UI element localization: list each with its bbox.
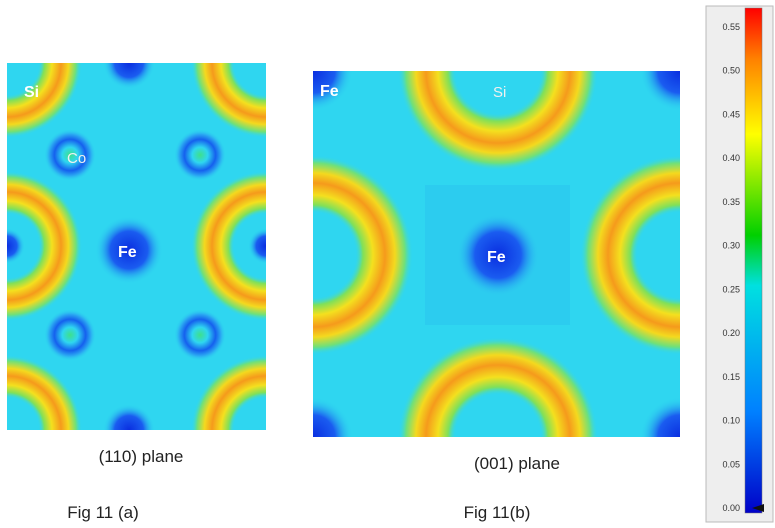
colorbar-tick-label: 0.45 [722, 109, 740, 119]
figure-label: Fig 11 (a) [67, 503, 139, 522]
atom-label: Fe [320, 83, 339, 100]
colorbar-tick-label: 0.25 [722, 284, 740, 294]
colorbar-tick-label: 0.35 [722, 197, 740, 207]
atom-label: Co [67, 150, 86, 167]
colorbar-tick-label: 0.50 [722, 66, 740, 76]
colorbar-tick-label: 0.30 [722, 241, 740, 251]
colorbar-tick-label: 0.55 [722, 22, 740, 32]
map-001 [313, 71, 680, 437]
colorbar [705, 5, 774, 523]
map-110 [7, 63, 266, 430]
colorbar-tick-label: 0.15 [722, 372, 740, 382]
colorbar-tick-label: 0.05 [722, 459, 740, 469]
colorbar-tick-label: 0.00 [722, 503, 740, 513]
atom-label: Fe [487, 249, 506, 266]
plane-caption: (110) plane [99, 447, 184, 466]
colorbar-tick-label: 0.40 [722, 153, 740, 163]
atom-label: Si [493, 84, 506, 101]
colorbar-tick-label: 0.10 [722, 416, 740, 426]
atom-label: Fe [118, 244, 137, 261]
figure-label: Fig 11(b) [464, 503, 531, 522]
plane-caption: (001) plane [474, 454, 560, 473]
colorbar-tick-label: 0.20 [722, 328, 740, 338]
atom-label: Si [24, 84, 39, 101]
